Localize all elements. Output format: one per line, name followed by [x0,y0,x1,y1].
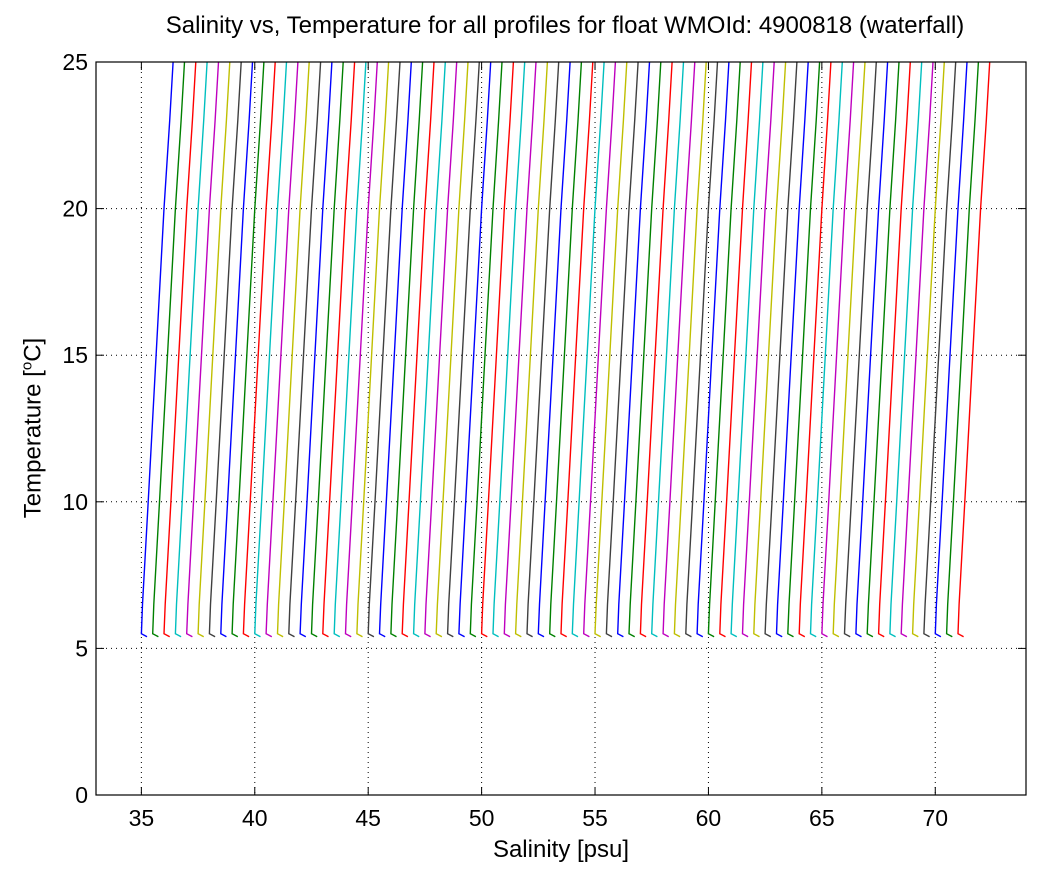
profile-line [945,62,980,638]
profile-line [571,62,605,638]
profile-line [514,62,549,638]
profile-line [163,62,197,638]
profile-line [242,62,276,638]
x-tick-label: 50 [469,805,495,831]
profile-line [548,62,583,638]
profile-line [344,62,378,638]
y-axis-label-text: Temperature [ [19,370,47,519]
y-tick-label: 10 [62,489,88,515]
profile-line [140,62,174,638]
profile-line [775,62,809,638]
x-tick-label: 65 [809,805,835,831]
profile-line [832,62,866,638]
profile-line [197,62,231,638]
profile-line [503,62,537,638]
profile-line [855,62,889,638]
profile-line [889,62,923,638]
profile-line [787,62,821,638]
profile-line [378,62,412,638]
profile-line [821,62,855,638]
profile-line [934,62,968,638]
profile-line [480,62,515,638]
y-axis-label-unit: C] [19,337,47,362]
profile-line [208,62,242,638]
chart-title: Salinity vs, Temperature for all profile… [165,12,965,39]
profile-line [299,62,333,638]
x-tick-label: 45 [355,805,381,831]
profile-line [220,62,254,638]
profile-line [356,62,390,638]
profile-line [276,62,310,638]
profile-line [469,62,503,638]
profile-line [231,62,265,638]
profile-line [424,62,458,638]
profile-line [809,62,843,638]
profile-line [662,62,696,638]
profile-line [673,62,707,638]
y-axis-label: Temperature [oC] [19,338,48,518]
profile-line [390,62,424,638]
profile-line [866,62,900,638]
profile-line [650,62,685,638]
profile-line [185,62,220,638]
profile-line [594,62,628,638]
profile-line [458,62,492,638]
y-tick-label: 0 [75,782,88,808]
y-tick-label: 5 [75,635,88,661]
y-tick-label: 20 [62,196,88,222]
profile-line [537,62,571,638]
profile-line [730,62,764,638]
profile-line [707,62,741,638]
y-tick-label: 15 [62,342,88,368]
profile-line [151,62,186,638]
profile-line [401,62,435,638]
profile-line [741,62,775,638]
profile-lines [140,62,991,638]
profile-line [923,62,957,638]
axis-ticks: 35 40 45 50 55 60 65 70 0 5 10 15 20 25 [62,49,1026,831]
x-tick-label: 55 [582,805,608,831]
profile-line [798,62,832,638]
profile-line [265,62,299,638]
profile-line [719,62,753,638]
profile-line [605,62,639,638]
profile-line [764,62,798,638]
x-tick-label: 60 [696,805,722,831]
x-axis-label: Salinity [psu] [492,836,630,863]
profile-line [560,62,594,638]
profile-line [639,62,673,638]
y-axis-label-degree: o [18,361,36,371]
x-tick-label: 70 [922,805,948,831]
profile-line [877,62,911,638]
profile-line [685,62,719,638]
profile-line [174,62,208,638]
x-tick-label: 40 [242,805,268,831]
profile-line [367,62,401,638]
profile-line [446,62,480,638]
profile-line [492,62,526,638]
profile-line [254,62,288,638]
profile-line [582,62,617,638]
profile-line [616,62,651,638]
plot-frame [95,61,1027,796]
profile-line [412,62,446,638]
x-tick-label: 35 [129,805,155,831]
profile-line [310,62,344,638]
profile-line [322,62,356,638]
profile-line [288,62,322,638]
profile-line [957,62,991,638]
profile-line [911,62,945,638]
profile-line [900,62,934,638]
profile-line [843,62,877,638]
profile-line [435,62,469,638]
y-tick-label: 25 [62,49,88,75]
profile-line [753,62,787,638]
profile-line [526,62,560,638]
profile-line [333,62,367,638]
profile-line [696,62,730,638]
profile-line [628,62,662,638]
